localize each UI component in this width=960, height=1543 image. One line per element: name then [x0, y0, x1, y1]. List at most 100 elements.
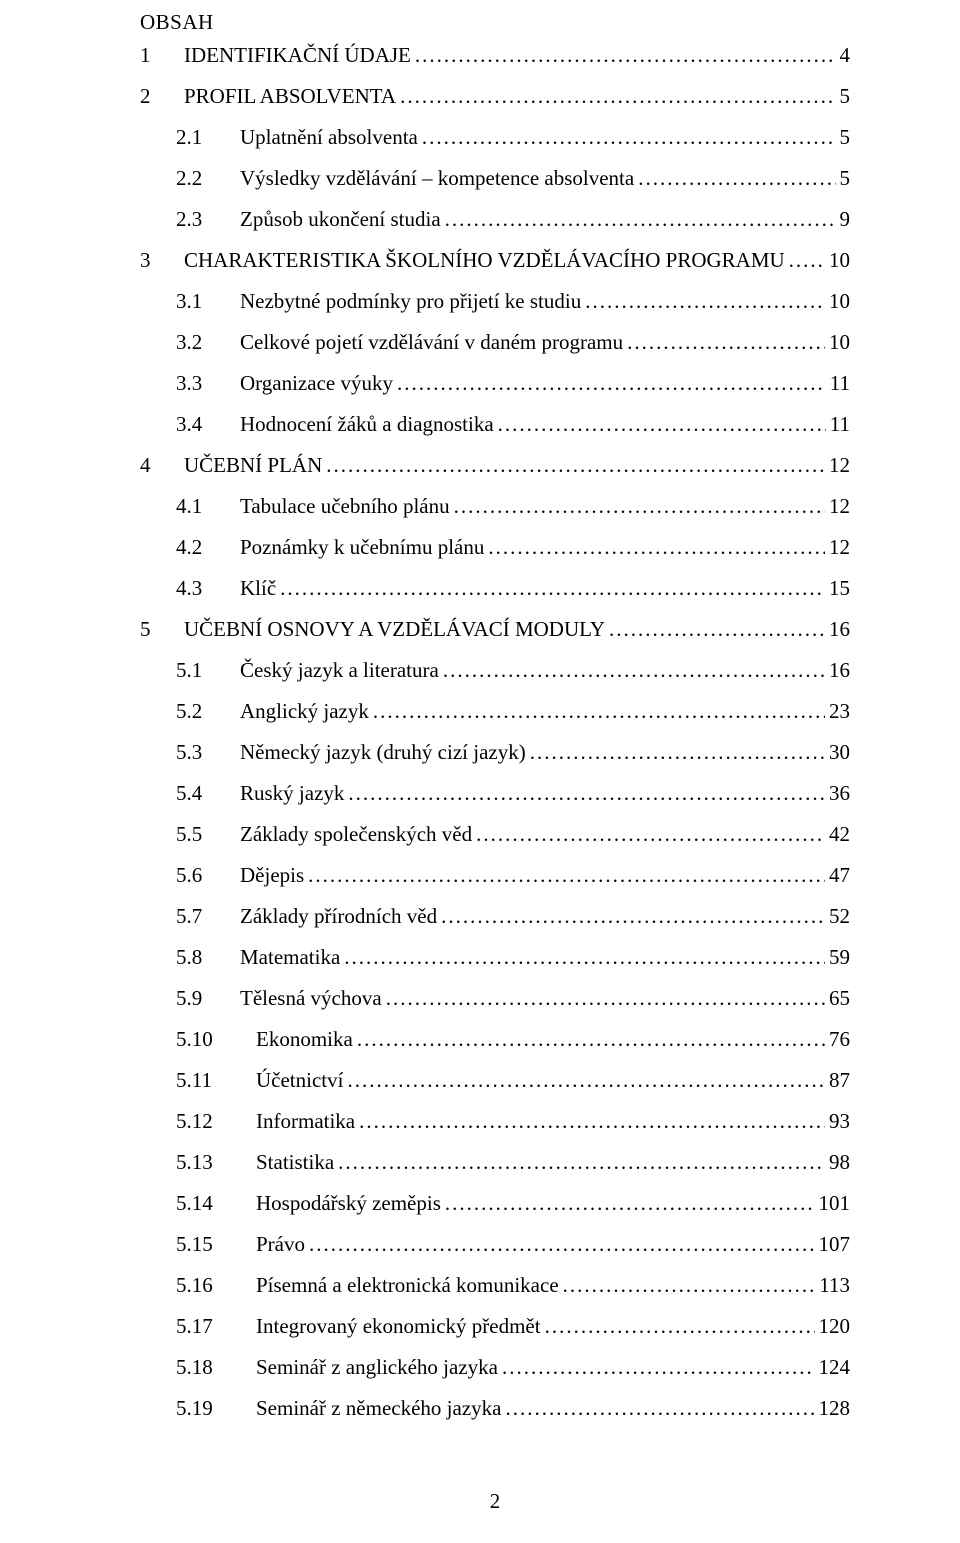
- toc-entry-page: 11: [830, 373, 850, 394]
- toc-entry-label: Integrovaný ekonomický předmět: [256, 1316, 541, 1337]
- toc-entry-number: 5.1: [176, 660, 240, 681]
- toc-entry-leader: [373, 701, 825, 722]
- toc-entry: 5.17Integrovaný ekonomický předmět120: [140, 1316, 850, 1337]
- toc-entry-page: 11: [830, 414, 850, 435]
- toc-entry-label: Písemná a elektronická komunikace: [256, 1275, 559, 1296]
- toc-entry-label: Základy společenských věd: [240, 824, 472, 845]
- toc-entry-leader: [445, 1193, 815, 1214]
- toc-entry-leader: [445, 209, 836, 230]
- toc-entry-page: 10: [829, 291, 850, 312]
- toc-entry-leader: [476, 824, 825, 845]
- toc-entry: 1IDENTIFIKAČNÍ ÚDAJE 4: [140, 45, 850, 66]
- toc-entry-page: 5: [840, 168, 851, 189]
- toc-entry-label: PROFIL ABSOLVENTA: [184, 86, 396, 107]
- toc-entry-label: Tabulace učebního plánu: [240, 496, 450, 517]
- toc-entry-label: Statistika: [256, 1152, 334, 1173]
- toc-entry-page: 42: [829, 824, 850, 845]
- toc-entry-page: 12: [829, 455, 850, 476]
- toc-title: OBSAH: [140, 10, 850, 35]
- toc-entry-page: 9: [840, 209, 851, 230]
- toc-entry-number: 5.15: [176, 1234, 256, 1255]
- toc-entry-label: Nezbytné podmínky pro přijetí ke studiu: [240, 291, 581, 312]
- toc-entry-label: Poznámky k učebnímu plánu: [240, 537, 484, 558]
- toc-entry-label: Organizace výuky: [240, 373, 393, 394]
- toc-entry-number: 5.10: [176, 1029, 256, 1050]
- toc-entry-leader: [280, 578, 825, 599]
- toc-entry-number: 5.17: [176, 1316, 256, 1337]
- toc-entry-page: 101: [819, 1193, 851, 1214]
- toc-entry-page: 113: [819, 1275, 850, 1296]
- toc-entry-label: IDENTIFIKAČNÍ ÚDAJE: [184, 45, 411, 66]
- toc-entry-number: 4.1: [176, 496, 240, 517]
- toc-entry-label: Způsob ukončení studia: [240, 209, 441, 230]
- toc-entry: 3.4Hodnocení žáků a diagnostika11: [140, 414, 850, 435]
- toc-entry-page: 4: [840, 45, 851, 66]
- toc-entry-page: 12: [829, 496, 850, 517]
- toc-entry-number: 5.4: [176, 783, 240, 804]
- toc-entry-leader: [309, 1234, 815, 1255]
- toc-entry-label: Celkové pojetí vzdělávání v daném progra…: [240, 332, 623, 353]
- toc-entry-leader: [348, 783, 825, 804]
- toc-entry-label: Seminář z německého jazyka: [256, 1398, 501, 1419]
- toc-entry-page: 16: [829, 660, 850, 681]
- toc-entry: 5.7Základy přírodních věd 52: [140, 906, 850, 927]
- toc-entry-page: 12: [829, 537, 850, 558]
- toc-entry-page: 87: [829, 1070, 850, 1091]
- toc-entry-page: 98: [829, 1152, 850, 1173]
- toc-entry-leader: [326, 455, 825, 476]
- toc-entry-label: Právo: [256, 1234, 305, 1255]
- toc-entry: 5.11Účetnictví87: [140, 1070, 850, 1091]
- toc-entry: 5.5Základy společenských věd 42: [140, 824, 850, 845]
- toc-entry-number: 5.12: [176, 1111, 256, 1132]
- toc-entry-number: 1: [140, 45, 184, 66]
- toc-entry: 5.10Ekonomika 76: [140, 1029, 850, 1050]
- toc-entry-leader: [609, 619, 825, 640]
- toc-entry: 4.3Klíč15: [140, 578, 850, 599]
- toc-entry-number: 3.3: [176, 373, 240, 394]
- toc-entry-label: Český jazyk a literatura: [240, 660, 439, 681]
- toc-entry-label: Ruský jazyk: [240, 783, 344, 804]
- toc-entry-page: 52: [829, 906, 850, 927]
- toc-entry-number: 2: [140, 86, 184, 107]
- toc-entry: 4.1Tabulace učebního plánu 12: [140, 496, 850, 517]
- toc-entry-leader: [415, 45, 836, 66]
- toc-entry-page: 5: [840, 127, 851, 148]
- toc-entry-page: 107: [819, 1234, 851, 1255]
- toc-entry-leader: [386, 988, 825, 1009]
- toc-entry-number: 5.11: [176, 1070, 256, 1091]
- toc-entry-leader: [530, 742, 825, 763]
- toc-entry: 2.2Výsledky vzdělávání – kompetence abso…: [140, 168, 850, 189]
- toc-entry-page: 15: [829, 578, 850, 599]
- toc-entry: 5.9Tělesná výchova65: [140, 988, 850, 1009]
- toc-entry-label: Základy přírodních věd: [240, 906, 437, 927]
- toc-entry-page: 5: [840, 86, 851, 107]
- toc-entry-label: Dějepis: [240, 865, 304, 886]
- toc-list: 1IDENTIFIKAČNÍ ÚDAJE42PROFIL ABSOLVENTA5…: [140, 45, 850, 1419]
- toc-entry-leader: [498, 414, 826, 435]
- toc-entry-leader: [347, 1070, 825, 1091]
- toc-entry-leader: [585, 291, 825, 312]
- toc-entry: 5.12Informatika93: [140, 1111, 850, 1132]
- toc-entry-page: 76: [829, 1029, 850, 1050]
- toc-entry-label: Ekonomika: [256, 1029, 353, 1050]
- toc-entry-leader: [789, 250, 825, 271]
- toc-entry-number: 5.5: [176, 824, 240, 845]
- toc-entry-number: 5.8: [176, 947, 240, 968]
- toc-entry: 5.8Matematika59: [140, 947, 850, 968]
- toc-entry: 5.14Hospodářský zeměpis101: [140, 1193, 850, 1214]
- toc-entry-page: 65: [829, 988, 850, 1009]
- toc-entry-label: Výsledky vzdělávání – kompetence absolve…: [240, 168, 634, 189]
- toc-entry-leader: [344, 947, 825, 968]
- toc-entry-number: 2.2: [176, 168, 240, 189]
- toc-entry: 2.1Uplatnění absolventa5: [140, 127, 850, 148]
- toc-entry: 3.1Nezbytné podmínky pro přijetí ke stud…: [140, 291, 850, 312]
- toc-entry-number: 5: [140, 619, 184, 640]
- toc-entry-number: 5.9: [176, 988, 240, 1009]
- toc-entry-number: 5.7: [176, 906, 240, 927]
- toc-entry-label: Německý jazyk (druhý cizí jazyk): [240, 742, 526, 763]
- toc-entry-page: 128: [819, 1398, 851, 1419]
- toc-entry: 5UČEBNÍ OSNOVY A VZDĚLÁVACÍ MODULY16: [140, 619, 850, 640]
- page-number: 2: [140, 1489, 850, 1514]
- toc-entry: 5.4Ruský jazyk36: [140, 783, 850, 804]
- toc-entry-number: 4: [140, 455, 184, 476]
